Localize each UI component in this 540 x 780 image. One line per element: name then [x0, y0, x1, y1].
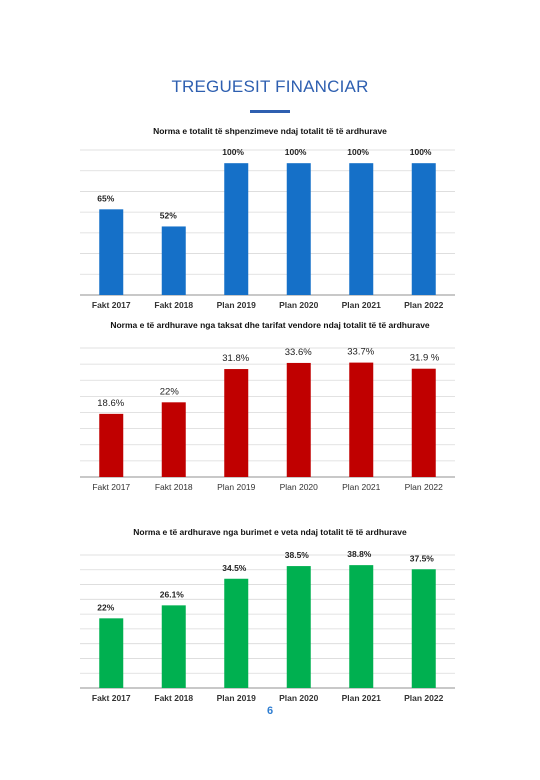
data-label-3: 34.5% [222, 563, 247, 573]
chart-3-title: Norma e të ardhurave nga burimet e veta … [133, 527, 407, 537]
data-label-4: 100% [285, 147, 307, 157]
bar-5 [349, 163, 374, 295]
page-number: 6 [266, 705, 274, 717]
x-tick-label-3: Plan 2019 [217, 300, 256, 310]
x-tick-label-1: Fakt 2017 [92, 482, 130, 492]
bar-3 [224, 163, 249, 295]
bar-3 [224, 578, 249, 688]
data-label-6: 37.5% [410, 553, 435, 563]
x-tick-label-5: Plan 2021 [342, 300, 381, 310]
bar-4 [286, 566, 311, 688]
chart-2: 18.6% Fakt 2017 22% Fakt 2018 31.8% Plan 2019… [80, 347, 455, 492]
x-tick-label-4: Plan 2020 [279, 693, 318, 703]
chart-1-title: Norma e totalit të shpenzimeve ndaj tota… [153, 126, 387, 136]
bar-2 [161, 402, 186, 477]
data-label-3: 100% [222, 147, 244, 157]
bar-3 [224, 369, 249, 477]
data-label-4: 38.5% [285, 550, 310, 560]
bar-5 [349, 362, 374, 477]
x-tick-label-2: Fakt 2018 [154, 300, 193, 310]
data-label-1: 22% [97, 602, 114, 612]
data-label-2: 22% [160, 386, 180, 397]
data-label-5: 38.8% [347, 549, 372, 559]
bar-1 [99, 209, 124, 295]
x-tick-label-1: Fakt 2017 [92, 693, 131, 703]
x-tick-label-6: Plan 2022 [405, 482, 444, 492]
x-tick-label-4: Plan 2020 [279, 300, 318, 310]
x-tick-label-3: Plan 2019 [217, 693, 256, 703]
x-tick-label-4: Plan 2020 [280, 482, 319, 492]
x-tick-label-6: Plan 2022 [404, 693, 443, 703]
data-label-4: 33.6% [285, 347, 312, 358]
x-tick-label-3: Plan 2019 [217, 482, 256, 492]
x-tick-label-1: Fakt 2017 [92, 300, 131, 310]
page-title: TREGUESIT FINANCIAR [171, 77, 369, 96]
chart-2-title: Norma e të ardhurave nga taksat dhe tari… [110, 320, 430, 330]
x-tick-label-2: Fakt 2018 [155, 482, 193, 492]
data-label-6: 100% [410, 147, 432, 157]
bar-1 [99, 618, 124, 688]
x-tick-label-5: Plan 2021 [342, 482, 381, 492]
chart-3: 22% Fakt 2017 26.1% Fakt 2018 34.5% Plan 2019… [80, 549, 455, 703]
data-label-1: 18.6% [97, 398, 124, 409]
bar-2 [161, 605, 186, 688]
data-label-1: 65% [97, 193, 114, 203]
bar-6 [411, 368, 436, 477]
data-label-3: 31.8% [222, 353, 249, 364]
data-label-5: 100% [347, 147, 369, 157]
bar-6 [411, 569, 436, 688]
data-label-2: 52% [160, 210, 177, 220]
data-label-2: 26.1% [160, 589, 185, 599]
bar-4 [286, 362, 311, 477]
bar-1 [99, 413, 124, 477]
x-tick-label-5: Plan 2021 [342, 693, 381, 703]
bar-5 [349, 565, 374, 688]
x-tick-label-6: Plan 2022 [404, 300, 443, 310]
bar-6 [411, 163, 436, 295]
data-label-6: 31.9 % [410, 353, 440, 364]
data-label-5: 33.7% [347, 347, 374, 358]
bar-4 [286, 163, 311, 295]
title-underline [250, 110, 290, 113]
bar-2 [161, 226, 186, 295]
chart-1: 65% Fakt 2017 52% Fakt 2018 100% Plan 2019 100… [80, 147, 455, 310]
x-tick-label-2: Fakt 2018 [154, 693, 193, 703]
